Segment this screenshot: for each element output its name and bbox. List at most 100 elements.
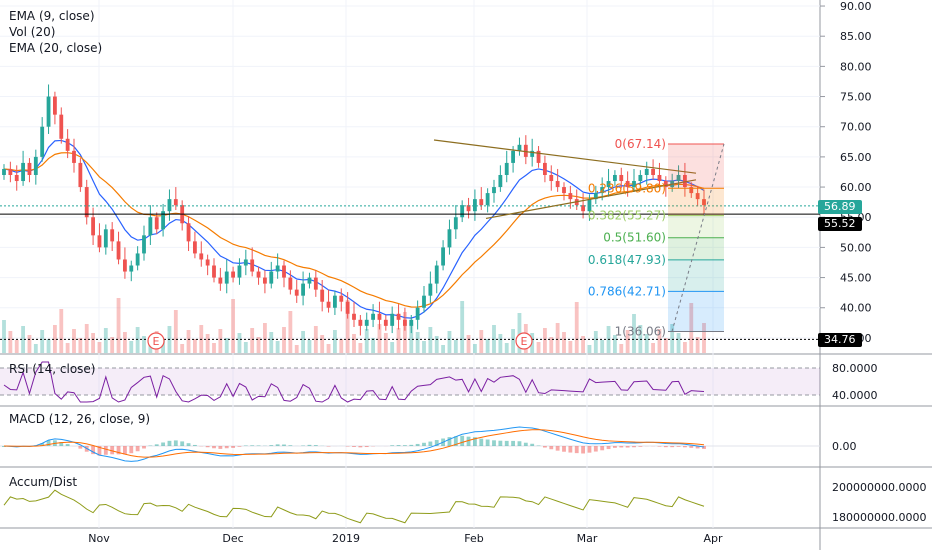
volume-bar bbox=[97, 342, 102, 353]
candle-body bbox=[543, 162, 547, 175]
candle-body bbox=[683, 174, 687, 188]
macd-histogram-bar bbox=[581, 446, 585, 454]
volume-bar bbox=[186, 330, 191, 353]
candle-body bbox=[256, 271, 261, 278]
volume-bar bbox=[110, 337, 115, 353]
macd-histogram-bar bbox=[358, 446, 363, 448]
macd-histogram-bar bbox=[511, 440, 515, 446]
price-tick-label: 75.00 bbox=[840, 91, 872, 104]
candle-body bbox=[237, 265, 242, 278]
macd-histogram-bar bbox=[657, 446, 662, 447]
price-tick-label: 70.00 bbox=[840, 121, 872, 134]
macd-histogram-bar bbox=[695, 446, 700, 449]
price-tick-label: 80.00 bbox=[840, 60, 872, 73]
macd-histogram-bar bbox=[364, 446, 369, 448]
legend-vol: Vol (20) bbox=[9, 25, 56, 39]
candle-body bbox=[231, 271, 235, 278]
volume-bar bbox=[504, 343, 509, 353]
price-tick-label: 60.00 bbox=[840, 181, 872, 194]
candle-body bbox=[40, 126, 45, 157]
macd-histogram-bar bbox=[600, 446, 605, 451]
volume-bar bbox=[498, 334, 503, 353]
macd-histogram-bar bbox=[574, 446, 579, 454]
volume-bar bbox=[148, 345, 153, 353]
volume-bar bbox=[613, 335, 617, 353]
volume-bar bbox=[447, 331, 452, 353]
volume-bar bbox=[205, 334, 210, 353]
candle-body bbox=[72, 150, 76, 163]
macd-histogram-bar bbox=[485, 439, 490, 446]
trendline-upper bbox=[433, 139, 697, 174]
candle-body bbox=[199, 253, 204, 260]
macd-histogram-bar bbox=[453, 436, 458, 446]
macd-axis-label: 0.00 bbox=[832, 440, 857, 453]
candle-body bbox=[530, 150, 535, 157]
macd-histogram-bar bbox=[593, 446, 598, 452]
volume-bar bbox=[657, 329, 662, 353]
macd-histogram-bar bbox=[282, 444, 286, 446]
candle-body bbox=[288, 277, 293, 290]
volume-bar bbox=[676, 333, 681, 353]
macd-histogram-bar bbox=[180, 441, 185, 446]
volume-bar bbox=[294, 345, 299, 353]
macd-histogram-bar bbox=[555, 446, 560, 451]
candle-body bbox=[333, 295, 337, 308]
volume-bar bbox=[651, 343, 655, 353]
macd-histogram-bar bbox=[40, 443, 45, 446]
hline-price-tag: 55.52 bbox=[818, 217, 862, 231]
macd-histogram-bar bbox=[403, 445, 407, 446]
volume-bar bbox=[479, 330, 484, 353]
volume-bar bbox=[288, 311, 293, 353]
candle-body bbox=[358, 319, 363, 326]
candle-body bbox=[644, 168, 649, 175]
candle-body bbox=[593, 193, 598, 200]
macd-histogram-bar bbox=[549, 446, 554, 450]
volume-bar bbox=[428, 327, 433, 353]
candle-body bbox=[619, 174, 624, 182]
volume-bar bbox=[663, 338, 668, 353]
fib-label: 0.618(47.93) bbox=[588, 253, 666, 267]
volume-bar bbox=[263, 323, 267, 353]
volume-bar bbox=[53, 325, 57, 353]
price-tick-label: 45.00 bbox=[840, 272, 872, 285]
macd-histogram-bar bbox=[517, 441, 522, 446]
volume-bar bbox=[243, 342, 248, 353]
candle-body bbox=[364, 319, 369, 326]
rsi-title: RSI (14, close) bbox=[9, 362, 96, 376]
ad-axis-label: 180000000.0000 bbox=[832, 511, 926, 524]
volume-bar bbox=[390, 342, 395, 353]
candle-body bbox=[568, 193, 573, 200]
volume-bar bbox=[129, 341, 134, 353]
fib-zone bbox=[668, 188, 724, 216]
candle-body bbox=[345, 301, 350, 314]
macd-histogram-bar bbox=[460, 435, 465, 446]
candle-body bbox=[600, 187, 605, 194]
candle-body bbox=[409, 319, 414, 326]
rsi-axis-label: 40.0000 bbox=[832, 389, 878, 402]
macd-histogram-bar bbox=[409, 444, 414, 446]
volume-bar bbox=[256, 337, 261, 353]
macd-histogram-bar bbox=[224, 446, 229, 449]
low-price-tag: 34.76 bbox=[818, 333, 862, 347]
candle-body bbox=[638, 174, 643, 182]
candle-body bbox=[581, 205, 585, 212]
indicator-legend: EMA (9, close) Vol (20) EMA (20, close) bbox=[9, 8, 102, 56]
candle-body bbox=[320, 289, 325, 302]
candle-body bbox=[485, 193, 490, 206]
fib-label: 0.382(55.27) bbox=[588, 209, 666, 223]
volume-bar bbox=[396, 328, 401, 353]
volume-bar bbox=[517, 313, 522, 353]
candle-body bbox=[466, 205, 471, 212]
candle-body bbox=[282, 265, 286, 278]
macd-histogram-bar bbox=[237, 446, 242, 447]
volume-bar bbox=[549, 337, 554, 353]
x-tick-label: Dec bbox=[222, 532, 243, 545]
volume-bar bbox=[59, 309, 64, 353]
volume-bar bbox=[72, 329, 76, 353]
candle-body bbox=[498, 174, 503, 188]
volume-bar bbox=[473, 344, 477, 353]
macd-histogram-bar bbox=[587, 446, 592, 453]
fib-label: 0.786(42.71) bbox=[588, 284, 666, 298]
ad-title: Accum/Dist bbox=[9, 475, 78, 489]
macd-line bbox=[3, 426, 705, 462]
